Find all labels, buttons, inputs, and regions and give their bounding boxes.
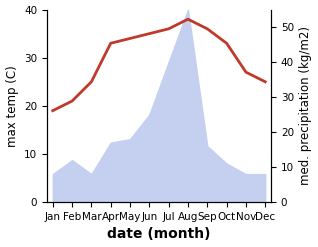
X-axis label: date (month): date (month) [107, 227, 211, 242]
Y-axis label: max temp (C): max temp (C) [5, 65, 18, 147]
Y-axis label: med. precipitation (kg/m2): med. precipitation (kg/m2) [300, 26, 313, 185]
